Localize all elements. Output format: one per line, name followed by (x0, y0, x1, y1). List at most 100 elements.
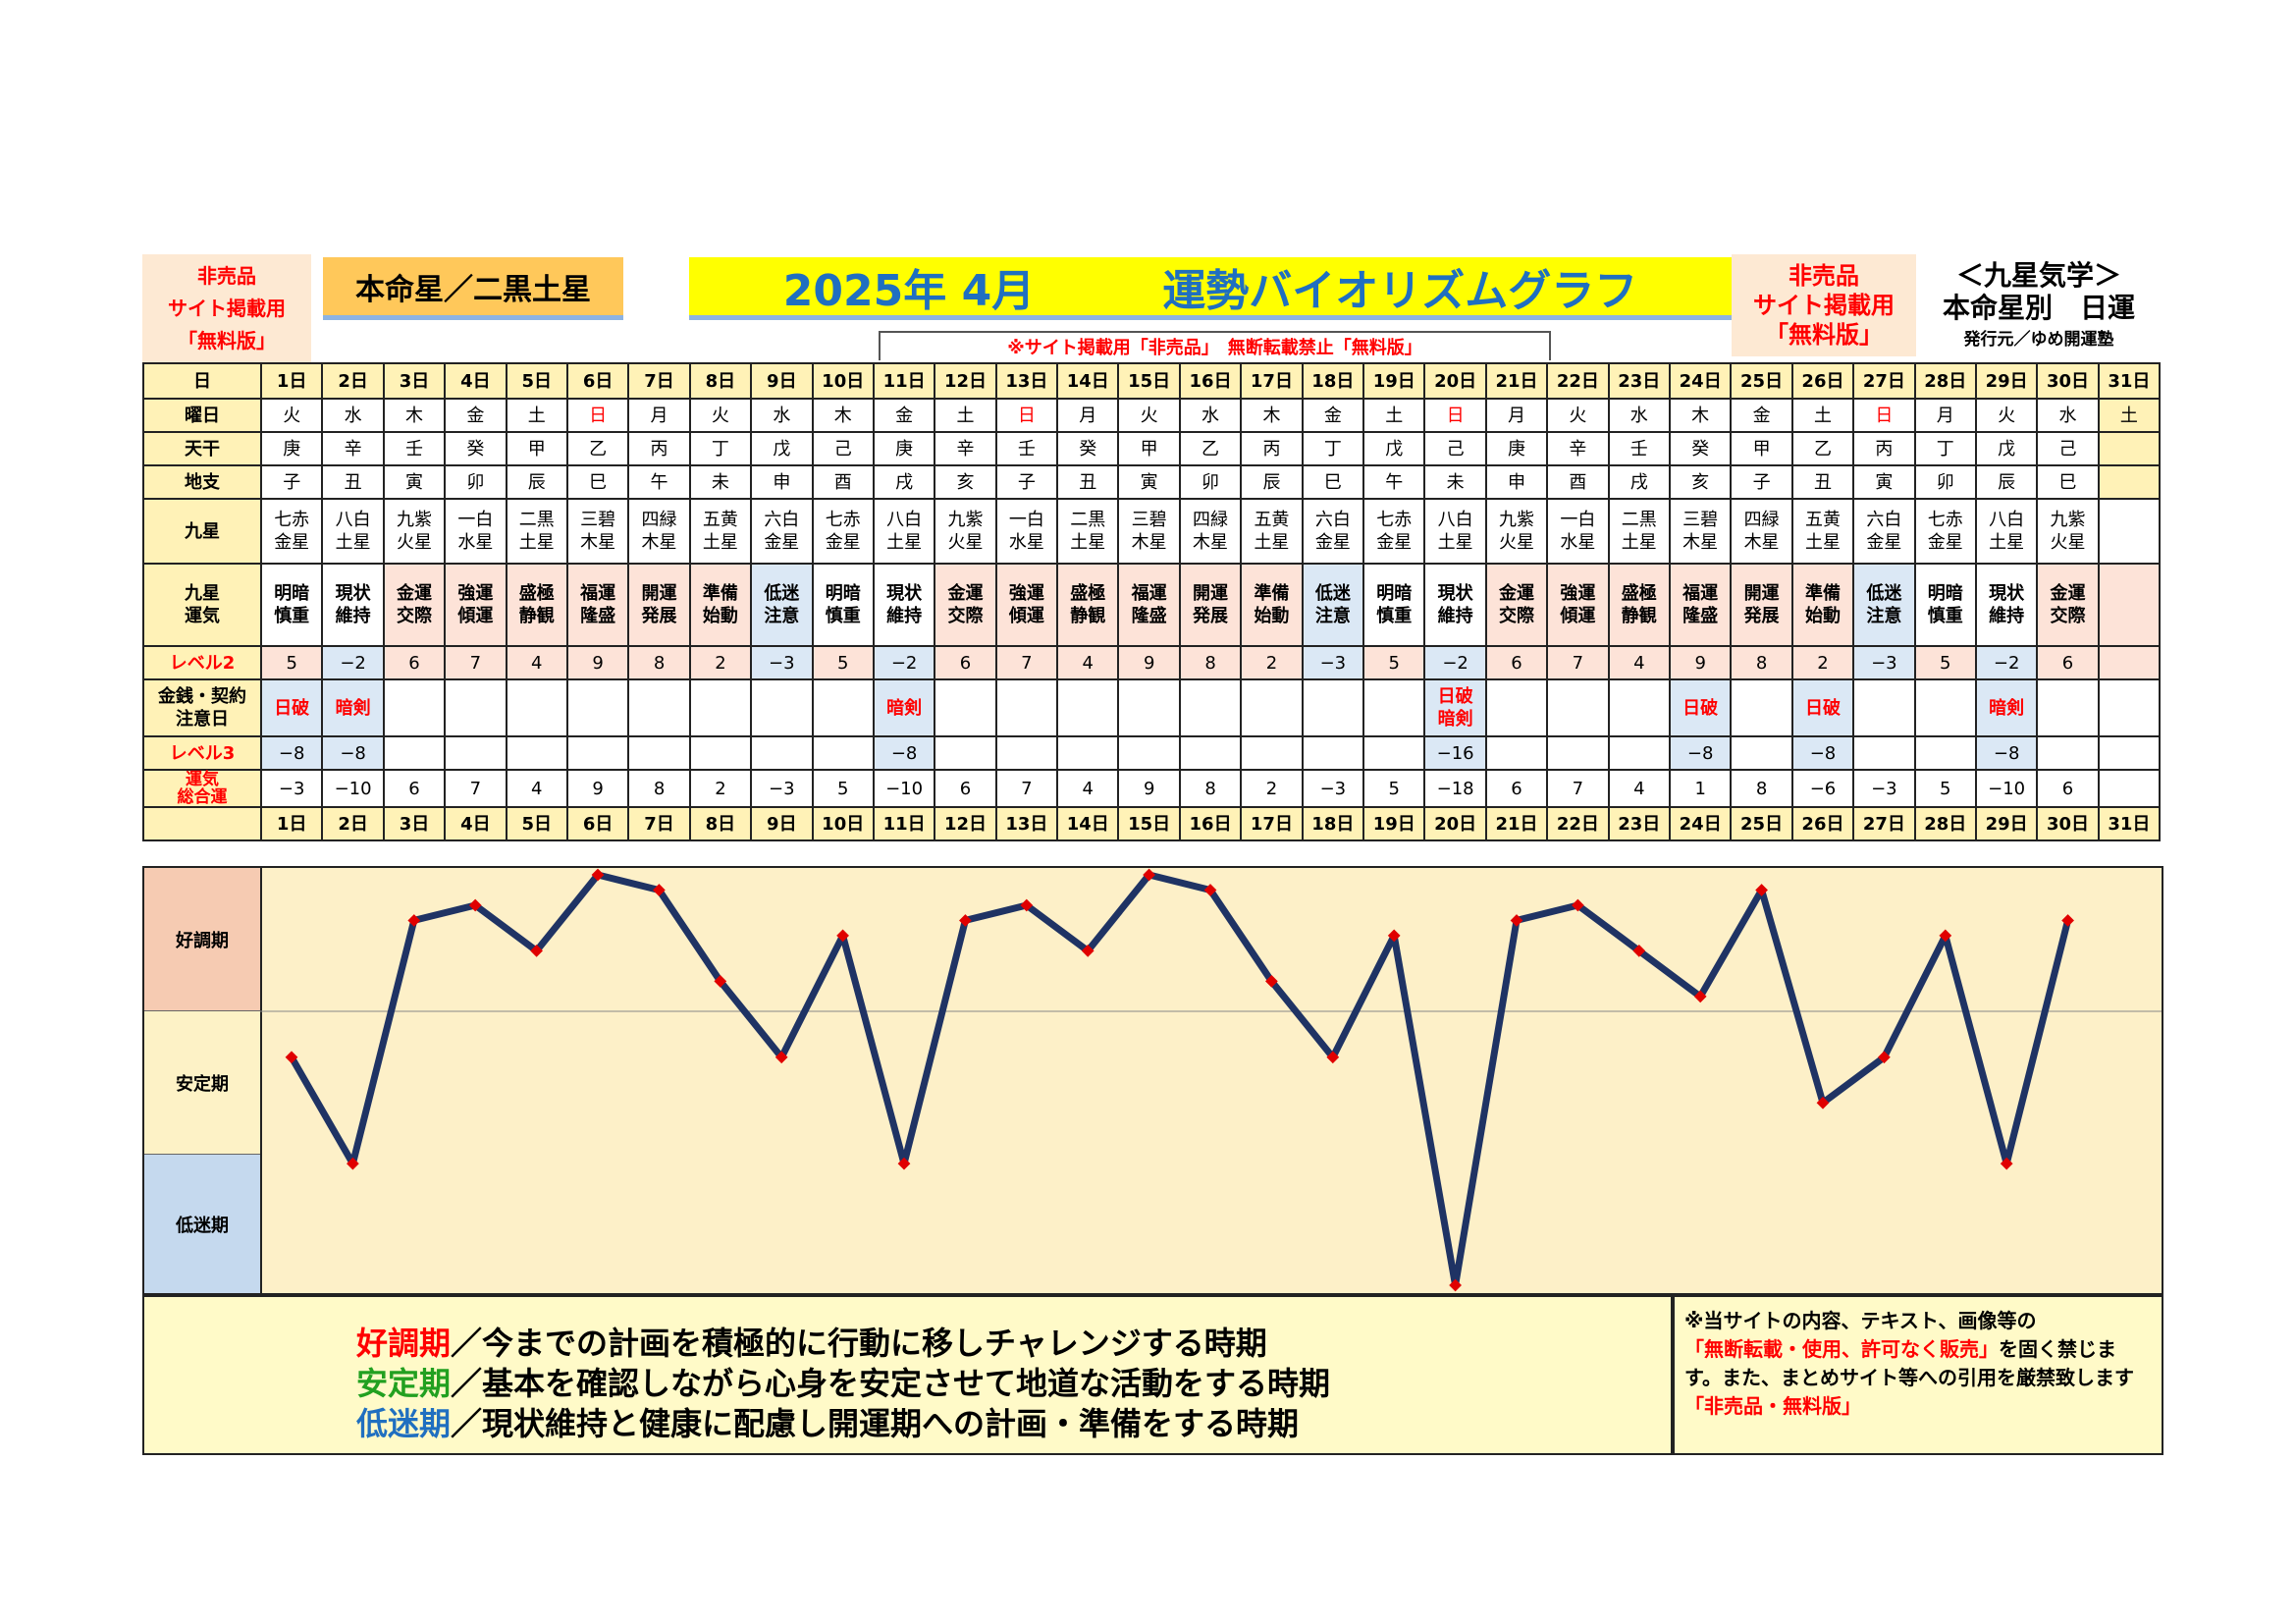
kinsen-cell (750, 678, 814, 737)
row-label-tenkan: 天干 (142, 431, 262, 466)
day-footer: 29日 (1974, 806, 2039, 841)
chishi-cell: 辰 (505, 464, 568, 500)
day-header: 9日 (750, 362, 814, 400)
tenkan-cell: 庚 (259, 431, 324, 466)
level3-cell (382, 735, 447, 771)
tenkan-cell: 辛 (934, 431, 997, 466)
weekday-cell: 火 (688, 398, 753, 433)
kinsen-text: 暗剣 (335, 697, 371, 719)
chishi-cell: 卯 (1178, 464, 1243, 500)
unki-cell: 明暗 慎重 (259, 563, 324, 647)
kyusei-cell: 八白 土星 (1974, 498, 2039, 565)
total-cell: 6 (1484, 769, 1549, 808)
day-footer: 2日 (321, 806, 385, 841)
chishi-cell: 寅 (382, 464, 447, 500)
total-cell: 8 (1178, 769, 1243, 808)
tenkan-cell: 庚 (1484, 431, 1549, 466)
level2-cell: −3 (1852, 645, 1916, 680)
unki-cell: 開運 発展 (1178, 563, 1243, 647)
kyusei-text: 三碧 (580, 510, 616, 530)
unki-cell: 低迷 注意 (750, 563, 814, 647)
weekday-cell: 月 (1484, 398, 1549, 433)
chishi-cell: 子 (259, 464, 324, 500)
kinsen-cell (1056, 678, 1120, 737)
level3-cell: −8 (1974, 735, 2039, 771)
total-cell: −3 (259, 769, 324, 808)
legend-box: 好調期／今までの計画を積極的に行動に移しチャレンジする時期 安定期／基本を確認し… (142, 1295, 1673, 1455)
level2-cell: 2 (688, 645, 753, 680)
unki-text: 盛極 (1621, 583, 1657, 604)
kyusei-text: 水星 (1008, 532, 1044, 553)
day-footer: 7日 (627, 806, 691, 841)
kyusei-text: 九紫 (947, 510, 984, 530)
unki-text: 注意 (764, 606, 800, 626)
kyusei-text: 木星 (641, 532, 677, 553)
day-header: 31日 (2097, 362, 2162, 400)
weekday-cell: 月 (627, 398, 691, 433)
day-header: 4日 (444, 362, 507, 400)
legend-stable-text: ／基本を確認しながら心身を安定させて地道な活動をする時期 (451, 1365, 1331, 1402)
right-badge: 非売品 サイト掲載用 「無料版」 (1732, 254, 1916, 356)
row-kyusei: 九星 七赤 金星 八白 土星 九紫 火星 一白 水星 二黒 土星 三碧 木星 四緑 木星 五黄 土星 六白 金星 七赤… (142, 498, 2162, 565)
honmei-label: 本命星／二黒土星 (323, 257, 623, 320)
kyusei-text: 一白 (1560, 510, 1596, 530)
publisher-label: 発行元／ゆめ開運塾 (1963, 330, 2114, 350)
chishi-cell: 申 (750, 464, 814, 500)
kyusei-text: 水星 (1560, 532, 1596, 553)
weekday-cell: 日 (994, 398, 1059, 433)
tenkan-cell: 戊 (1974, 431, 2039, 466)
total-cell: −6 (1790, 769, 1855, 808)
row-weekday: 曜日火水木金土日月火水木金土日月火水木金土日月火水木金土日月火水土 (142, 398, 2162, 433)
kyusei-text: 土星 (1804, 532, 1841, 553)
day-header: 5日 (505, 362, 568, 400)
total-cell: 6 (382, 769, 447, 808)
day-footer: 24日 (1668, 806, 1733, 841)
unki-text: 発展 (641, 606, 677, 626)
level2-cell (2097, 645, 2162, 680)
kinsen-cell (1117, 678, 1181, 737)
day-header: 8日 (688, 362, 753, 400)
notice-text: ※サイト掲載用「非売品」 無断転載禁止「無料版」 (879, 331, 1551, 360)
unki-text: 開運 (641, 583, 677, 604)
kyusei-text: 九紫 (1499, 510, 1534, 530)
day-header: 20日 (1423, 362, 1487, 400)
unki-text: 明暗 (1927, 583, 1963, 604)
unki-cell: 開運 発展 (1730, 563, 1793, 647)
level2-cell: 5 (811, 645, 875, 680)
unki-text: 準備 (1254, 583, 1290, 604)
weekday-cell: 水 (1178, 398, 1243, 433)
level3-cell (1362, 735, 1426, 771)
kyusei-text: 土星 (518, 532, 555, 553)
weekday-cell: 金 (872, 398, 936, 433)
unki-text: 福運 (1131, 583, 1167, 604)
chishi-cell: 巳 (2036, 464, 2100, 500)
unki-text: 金運 (947, 583, 984, 604)
band-good: 好調期 (144, 868, 260, 1011)
nichiun-label: 本命星別 日運 (1942, 292, 2135, 324)
tenkan-cell: 己 (811, 431, 875, 466)
kyusei-text: 四緑 (1193, 510, 1229, 530)
tenkan-cell: 丙 (1852, 431, 1916, 466)
unki-cell (2097, 563, 2162, 647)
day-header: 30日 (2036, 362, 2100, 400)
total-cell (2097, 769, 2162, 808)
kinsen-cell (688, 678, 753, 737)
legend-good-head: 好調期 (356, 1325, 452, 1362)
kyusei-cell: 四緑 木星 (627, 498, 691, 565)
day-header: 7日 (627, 362, 691, 400)
row-label-kyusei: 九星 (142, 498, 262, 565)
day-footer: 9日 (750, 806, 814, 841)
unki-text: 準備 (1804, 583, 1841, 604)
kyusei-text: 木星 (1131, 532, 1167, 553)
unki-cell: 福運 隆盛 (565, 563, 630, 647)
kinsen-text: 暗剣 (1437, 709, 1473, 730)
unki-text: 明暗 (274, 583, 310, 604)
weekday-cell: 土 (2097, 398, 2162, 433)
level3-cell (1607, 735, 1671, 771)
total-cell: 5 (1913, 769, 1977, 808)
chishi-cell: 卯 (1913, 464, 1977, 500)
day-header: 2日 (321, 362, 385, 400)
kyusei-cell: 三碧 木星 (565, 498, 630, 565)
weekday-cell: 月 (1913, 398, 1977, 433)
unki-text: 低迷 (1866, 583, 1902, 604)
